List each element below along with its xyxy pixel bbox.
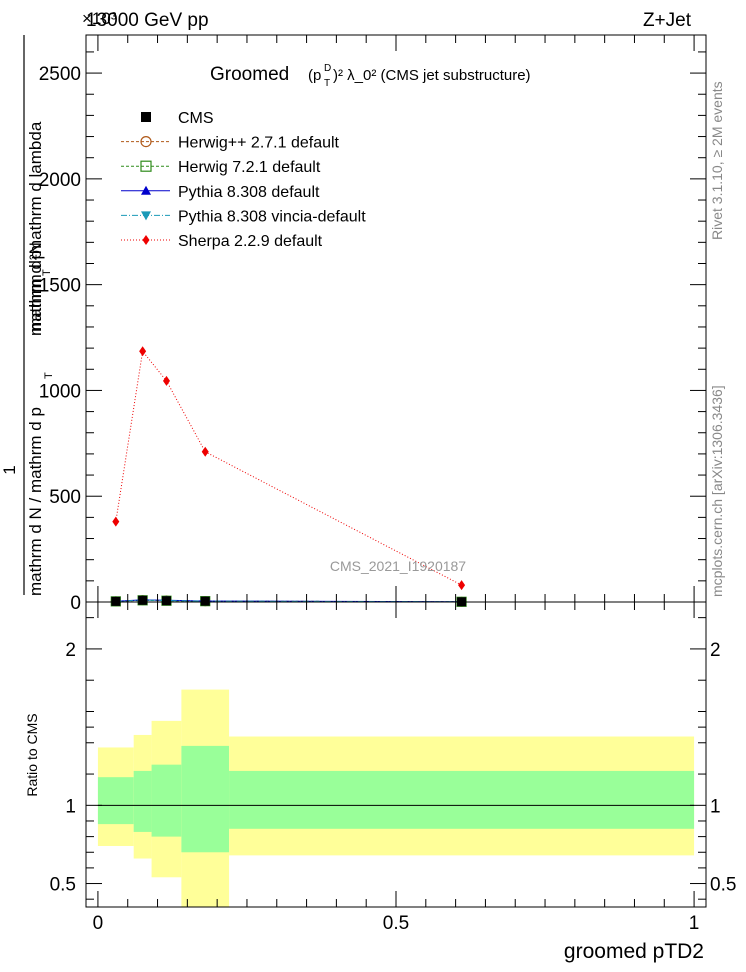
process-label: Z+Jet bbox=[643, 10, 692, 31]
y-title-main-denominator: mathrm d p bbox=[26, 250, 45, 336]
y-tick-label: 1500 bbox=[39, 276, 81, 297]
y-title-main-numerator: mathrm d²N bbox=[26, 242, 45, 332]
ratio-y-axis: 0.5 0.5 1 1 2 2 bbox=[50, 617, 736, 900]
title-math: (p bbox=[308, 67, 321, 84]
legend-marker bbox=[141, 211, 151, 221]
ratio-y-tick-label: 1 bbox=[65, 796, 76, 817]
y-tick-label: 2000 bbox=[39, 170, 81, 191]
data-point bbox=[112, 516, 120, 527]
stat-uncertainty-band bbox=[151, 764, 182, 837]
data-point bbox=[111, 596, 121, 606]
main-panel: 0 500 1000 1500 2000 2500 bbox=[39, 34, 707, 614]
plot-title: Groomed (p D T )² λ_0² (CMS jet substruc… bbox=[210, 63, 531, 89]
y-title-norm-denominator-sub: T bbox=[43, 372, 55, 379]
ratio-y-tick-label: 2 bbox=[65, 640, 76, 661]
x-axis-title: groomed pTD2 bbox=[564, 940, 704, 963]
x-tick-label: 0 bbox=[93, 913, 104, 934]
data-point bbox=[458, 580, 466, 591]
ratio-y-tick-label-right: 0.5 bbox=[710, 875, 736, 896]
legend-label: Herwig 7.2.1 default bbox=[178, 159, 321, 176]
legend: CMS Herwig++ 2.7.1 default Herwig 7.2.1 de… bbox=[121, 110, 366, 250]
stat-uncertainty-band bbox=[229, 770, 695, 829]
title-subscript: T bbox=[324, 78, 330, 89]
y-exponent-label: ×10³ bbox=[82, 9, 117, 28]
title-rest: )² λ_0² (CMS jet substructure) bbox=[333, 67, 531, 84]
main-x-ticks bbox=[97, 35, 695, 602]
y-tick-label: 1000 bbox=[39, 381, 81, 402]
ratio-y-tick-label: 0.5 bbox=[50, 875, 76, 896]
title-main: Groomed bbox=[210, 64, 289, 85]
y-title-main-denominator-rest: mathrm d lambda bbox=[26, 121, 45, 254]
stat-uncertainty-band bbox=[133, 770, 152, 832]
ratio-panel: 0.5 0.51 12 2 0 0.5 1 bbox=[50, 601, 736, 934]
x-tick-label: 1 bbox=[689, 913, 700, 934]
legend-marker bbox=[142, 235, 150, 245]
legend-marker bbox=[140, 136, 152, 148]
analysis-id-label: CMS_2021_I1920187 bbox=[330, 558, 466, 574]
stat-uncertainty-band bbox=[181, 745, 230, 853]
legend-label: CMS bbox=[178, 110, 214, 127]
legend-label: Sherpa 2.2.9 default bbox=[178, 233, 323, 250]
main-y-axis-title: 1 mathrm d N / mathrm d p T mathrm d²N m… bbox=[0, 35, 55, 596]
data-point bbox=[200, 596, 210, 606]
y-tick-label: 0 bbox=[70, 593, 81, 614]
data-point bbox=[201, 446, 209, 457]
collision-label: 13000 GeV pp bbox=[86, 10, 209, 31]
ratio-bands bbox=[97, 689, 695, 907]
title-superscript: D bbox=[324, 63, 331, 74]
legend-label: Pythia 8.308 vincia-default bbox=[178, 208, 366, 225]
rivet-version-label: Rivet 3.1.10, ≥ 2M events bbox=[709, 81, 725, 240]
legend-marker bbox=[141, 185, 151, 195]
legend-label: Herwig++ 2.7.1 default bbox=[178, 135, 340, 152]
y-tick-label: 500 bbox=[49, 487, 81, 508]
y-title-norm-denominator: mathrm d N / mathrm d p bbox=[26, 407, 45, 596]
ratio-y-tick-label-right: 2 bbox=[710, 640, 721, 661]
stat-uncertainty-band bbox=[97, 777, 134, 825]
legend-marker bbox=[141, 112, 151, 122]
mcplots-label: mcplots.cern.ch [arXiv:1306.3436] bbox=[709, 385, 725, 597]
legend-marker bbox=[140, 160, 152, 172]
ratio-y-axis-title: Ratio to CMS bbox=[24, 713, 40, 796]
y-tick-label: 2500 bbox=[39, 64, 81, 85]
data-point bbox=[138, 595, 148, 605]
legend-label: Pythia 8.308 default bbox=[178, 184, 320, 201]
y-title-main-denominator-sub: T bbox=[41, 269, 53, 276]
data-point bbox=[161, 596, 171, 606]
main-y-axis: 0 500 1000 1500 2000 2500 bbox=[39, 51, 706, 614]
ratio-y-tick-label-right: 1 bbox=[710, 796, 721, 817]
ratio-x-axis: 0 0.5 1 bbox=[93, 602, 700, 934]
data-point bbox=[139, 346, 147, 357]
data-point bbox=[162, 375, 170, 386]
series-line bbox=[115, 350, 462, 586]
y-title-norm-numerator: 1 bbox=[0, 465, 19, 474]
x-tick-label: 0.5 bbox=[383, 913, 409, 934]
